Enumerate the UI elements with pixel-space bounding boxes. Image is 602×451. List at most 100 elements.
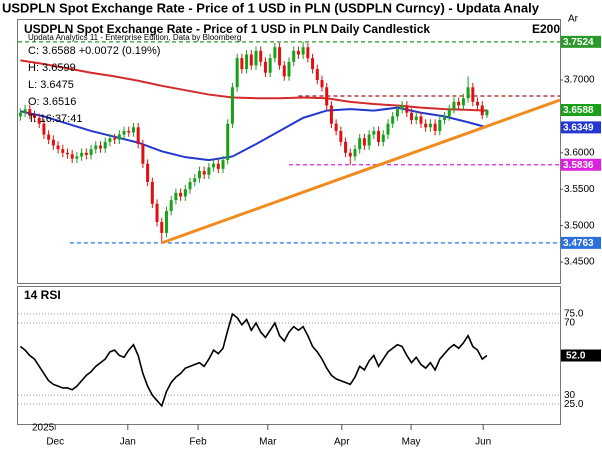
candle-body [433, 123, 437, 131]
candle-body [414, 116, 418, 121]
candle-body [160, 221, 164, 233]
x-tick-label: Jun [475, 437, 491, 448]
x-tick-label: Jan [120, 437, 136, 448]
y-tick-label: 3.4500 [564, 257, 595, 268]
info-line: C: 3.6588 +0.0072 (0.19%) [28, 45, 160, 57]
candle-body [395, 109, 399, 117]
candle-body [84, 152, 88, 155]
candle-body [249, 54, 253, 66]
candle-body [254, 50, 258, 66]
axis-corner: Ar [568, 14, 579, 25]
candle-body [179, 192, 183, 197]
x-tick-label: Dec [46, 437, 64, 448]
candle-body [94, 145, 98, 150]
candle-body [292, 50, 296, 62]
candle-body [169, 200, 173, 212]
candle-body [400, 105, 404, 110]
candle-body [306, 47, 310, 59]
candle-body [207, 167, 211, 175]
page-title: USDPLN Spot Exchange Rate - Price of 1 U… [2, 0, 540, 15]
moving-average [20, 106, 488, 162]
trend-line [161, 98, 560, 245]
value-box-label: 3.7524 [563, 37, 594, 48]
candle-body [372, 130, 376, 135]
value-box-label: 3.6588 [563, 105, 594, 116]
candle-body [263, 61, 267, 73]
candle-body [471, 87, 475, 102]
rsi-title: 14 RSI [24, 288, 61, 302]
candle-body [438, 120, 442, 131]
y-tick-label: 75.0 [564, 309, 584, 320]
candle-body [28, 109, 32, 115]
value-box-label: 3.6349 [563, 123, 594, 134]
candle-body [443, 116, 447, 121]
candle-body [141, 144, 145, 164]
y-tick-label: 3.5000 [564, 220, 595, 231]
candle-body [56, 145, 60, 150]
x-tick-label: May [402, 437, 421, 448]
candle-body [42, 123, 46, 135]
value-box-label: 3.4763 [563, 238, 594, 249]
candle-body [103, 141, 107, 149]
candle-body [117, 134, 121, 140]
candle-body [259, 50, 263, 62]
candle-body [150, 181, 154, 204]
candle-body [381, 134, 385, 142]
info-line: L: 3.6475 [28, 79, 74, 91]
info-source: Updata Analytics 11 - Enterprise Edition… [28, 33, 241, 42]
candle-body [122, 130, 126, 135]
candle-body [174, 192, 178, 201]
value-box [561, 158, 601, 171]
info-line: H: 3.6599 [28, 62, 76, 74]
candle-body [461, 98, 465, 106]
candle-body [315, 69, 319, 80]
candle-body [193, 178, 197, 182]
candle-body [419, 116, 423, 124]
candle-body [226, 123, 230, 161]
candle-body [188, 181, 192, 190]
candle-body [334, 123, 338, 131]
y-tick-label: 70 [564, 318, 576, 329]
candle-body [348, 152, 352, 157]
candle-body [344, 141, 348, 153]
info-line: O: 3.6516 [28, 96, 76, 108]
candle-body [245, 54, 249, 70]
candle-body [197, 171, 201, 179]
chart-title: USDPLN Spot Exchange Rate - Price of 1 U… [24, 22, 430, 36]
candle-body [47, 134, 51, 140]
candle-body [391, 116, 395, 124]
candle-body [65, 152, 69, 155]
rsi-panel [17, 286, 561, 425]
candle-body [485, 109, 489, 116]
candle-body [221, 160, 225, 169]
candle-body [301, 47, 305, 55]
info-line: T: 16:37:41 [28, 113, 82, 125]
candle-body [452, 101, 456, 110]
candle-body [183, 189, 187, 197]
candle-body [480, 105, 484, 116]
candle-body [75, 156, 79, 159]
candle-body [108, 138, 112, 142]
candle-body [18, 112, 22, 117]
candle-body [405, 105, 409, 113]
annotation: E200 [532, 22, 560, 36]
x-tick-label: Feb [189, 437, 207, 448]
candle-body [320, 79, 324, 88]
price-panel [17, 19, 561, 284]
candle-body [447, 109, 451, 117]
candle-body [457, 101, 461, 106]
candle-body [37, 117, 41, 124]
candle-body [240, 58, 244, 70]
candle-body [339, 130, 343, 142]
candle-body [278, 47, 282, 66]
candle-body [89, 149, 93, 155]
value-box [561, 349, 601, 362]
candle-body [282, 65, 286, 77]
y-tick-label: 25.0 [564, 399, 584, 410]
candle-body [146, 163, 150, 182]
y-tick-label: 3.7000 [564, 75, 595, 86]
candle-body [325, 87, 329, 106]
x-tick-label: Mar [259, 437, 277, 448]
